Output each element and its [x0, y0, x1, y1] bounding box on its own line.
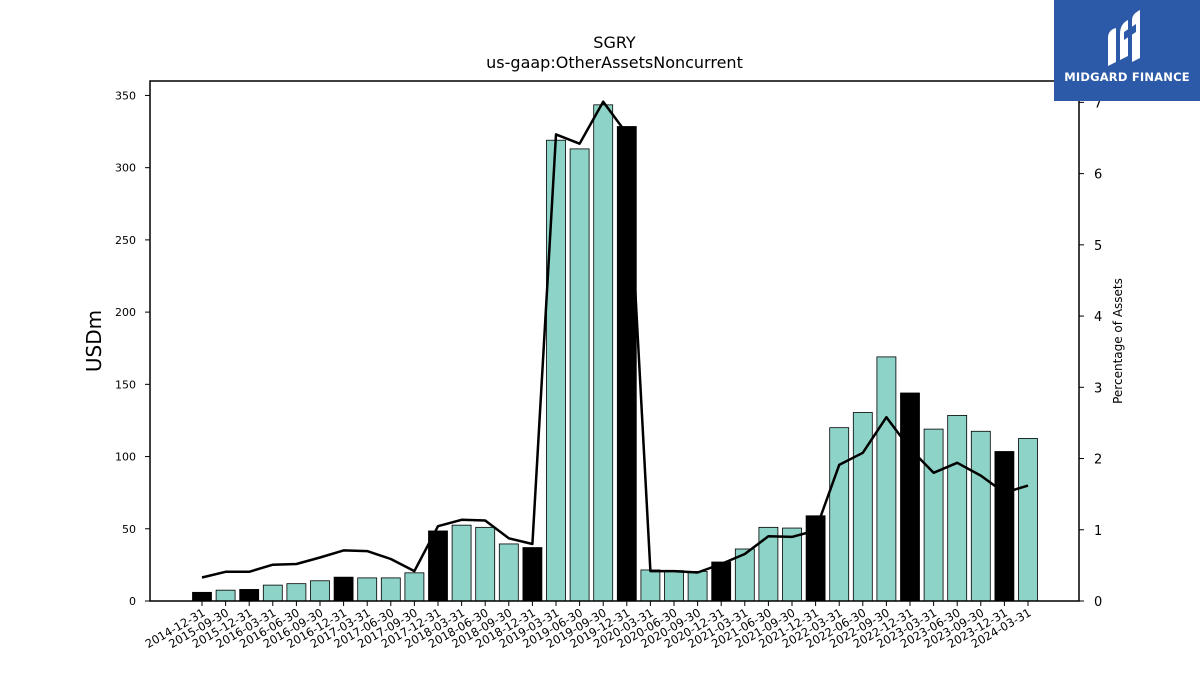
bars-group — [192, 104, 1038, 602]
bar-2017-09-30 — [404, 572, 425, 602]
y-tick-label-left: 200 — [115, 306, 136, 319]
bar-2016-09-30 — [310, 580, 330, 602]
y-tick-label-left: 250 — [115, 234, 136, 247]
chart-subtitle: us-gaap:OtherAssetsNoncurrent — [486, 53, 743, 72]
y-tick-label-right: 5 — [1094, 239, 1102, 254]
bar-2021-09-30 — [782, 527, 802, 602]
bar-2023-03-31 — [923, 428, 944, 602]
chart-title: SGRY — [593, 33, 636, 52]
y-tick-label-right: 6 — [1094, 168, 1102, 183]
bar-2017-06-30 — [380, 577, 401, 602]
y-tick-label-left: 0 — [129, 595, 136, 608]
y-tick-label-right: 3 — [1094, 381, 1102, 396]
y-tick-label-left: 50 — [122, 523, 136, 536]
logo-text: MIDGARD FINANCE — [1064, 70, 1190, 84]
percentage-line — [201, 100, 1029, 579]
bar-2023-12-31 — [994, 451, 1015, 602]
bar-2016-12-31 — [333, 576, 354, 602]
bar-2020-06-30 — [664, 570, 684, 602]
midgard-finance-logo: MIDGARD FINANCE — [1054, 0, 1200, 101]
bar-2020-03-31 — [640, 569, 661, 602]
bar-2024-03-31 — [1018, 438, 1038, 602]
y-tick-label-right: 0 — [1094, 595, 1102, 610]
bar-2019-09-30 — [593, 104, 614, 602]
bar-2019-12-31 — [616, 126, 637, 602]
y-axis-label-right: Percentage of Assets — [1111, 278, 1125, 404]
bar-2022-03-31 — [829, 427, 850, 602]
bar-2019-06-30 — [569, 148, 590, 602]
plot-frame — [149, 80, 1080, 602]
bar-2022-09-30 — [876, 356, 897, 602]
bar-2016-06-30 — [286, 583, 307, 602]
y-tick-label-left: 100 — [115, 451, 136, 464]
bar-2018-09-30 — [498, 543, 519, 602]
y-tick-label-right: 2 — [1094, 453, 1102, 468]
bar-2023-09-30 — [970, 430, 991, 602]
line-group — [201, 100, 1029, 579]
bar-2018-12-31 — [522, 547, 543, 602]
bar-2023-06-30 — [947, 414, 968, 602]
bar-2018-06-30 — [475, 526, 496, 602]
bar-2022-12-31 — [900, 392, 920, 602]
bar-2019-03-31 — [546, 139, 566, 602]
y-tick-label-left: 150 — [115, 378, 136, 391]
bar-2017-03-31 — [357, 577, 378, 602]
bar-2015-09-30 — [215, 589, 236, 602]
bar-2014-12-31 — [192, 591, 212, 602]
bar-2020-09-30 — [687, 570, 708, 602]
axes-group: 050100150200250300350012345672014-12-312… — [115, 80, 1102, 651]
bar-2020-12-31 — [711, 561, 732, 602]
bar-2016-03-31 — [262, 584, 283, 602]
bar-2015-12-31 — [239, 589, 260, 602]
bar-2018-03-31 — [451, 524, 472, 602]
y-tick-label-right: 4 — [1094, 310, 1102, 325]
bar-2021-06-30 — [758, 526, 779, 602]
y-axis-label-left: USDm — [82, 309, 106, 373]
y-tick-label-left: 350 — [115, 89, 136, 102]
y-tick-label-right: 7 — [1094, 96, 1102, 111]
y-tick-label-right: 1 — [1094, 524, 1102, 539]
y-tick-label-left: 300 — [115, 162, 136, 175]
midgard-logo-icon — [1108, 10, 1140, 66]
